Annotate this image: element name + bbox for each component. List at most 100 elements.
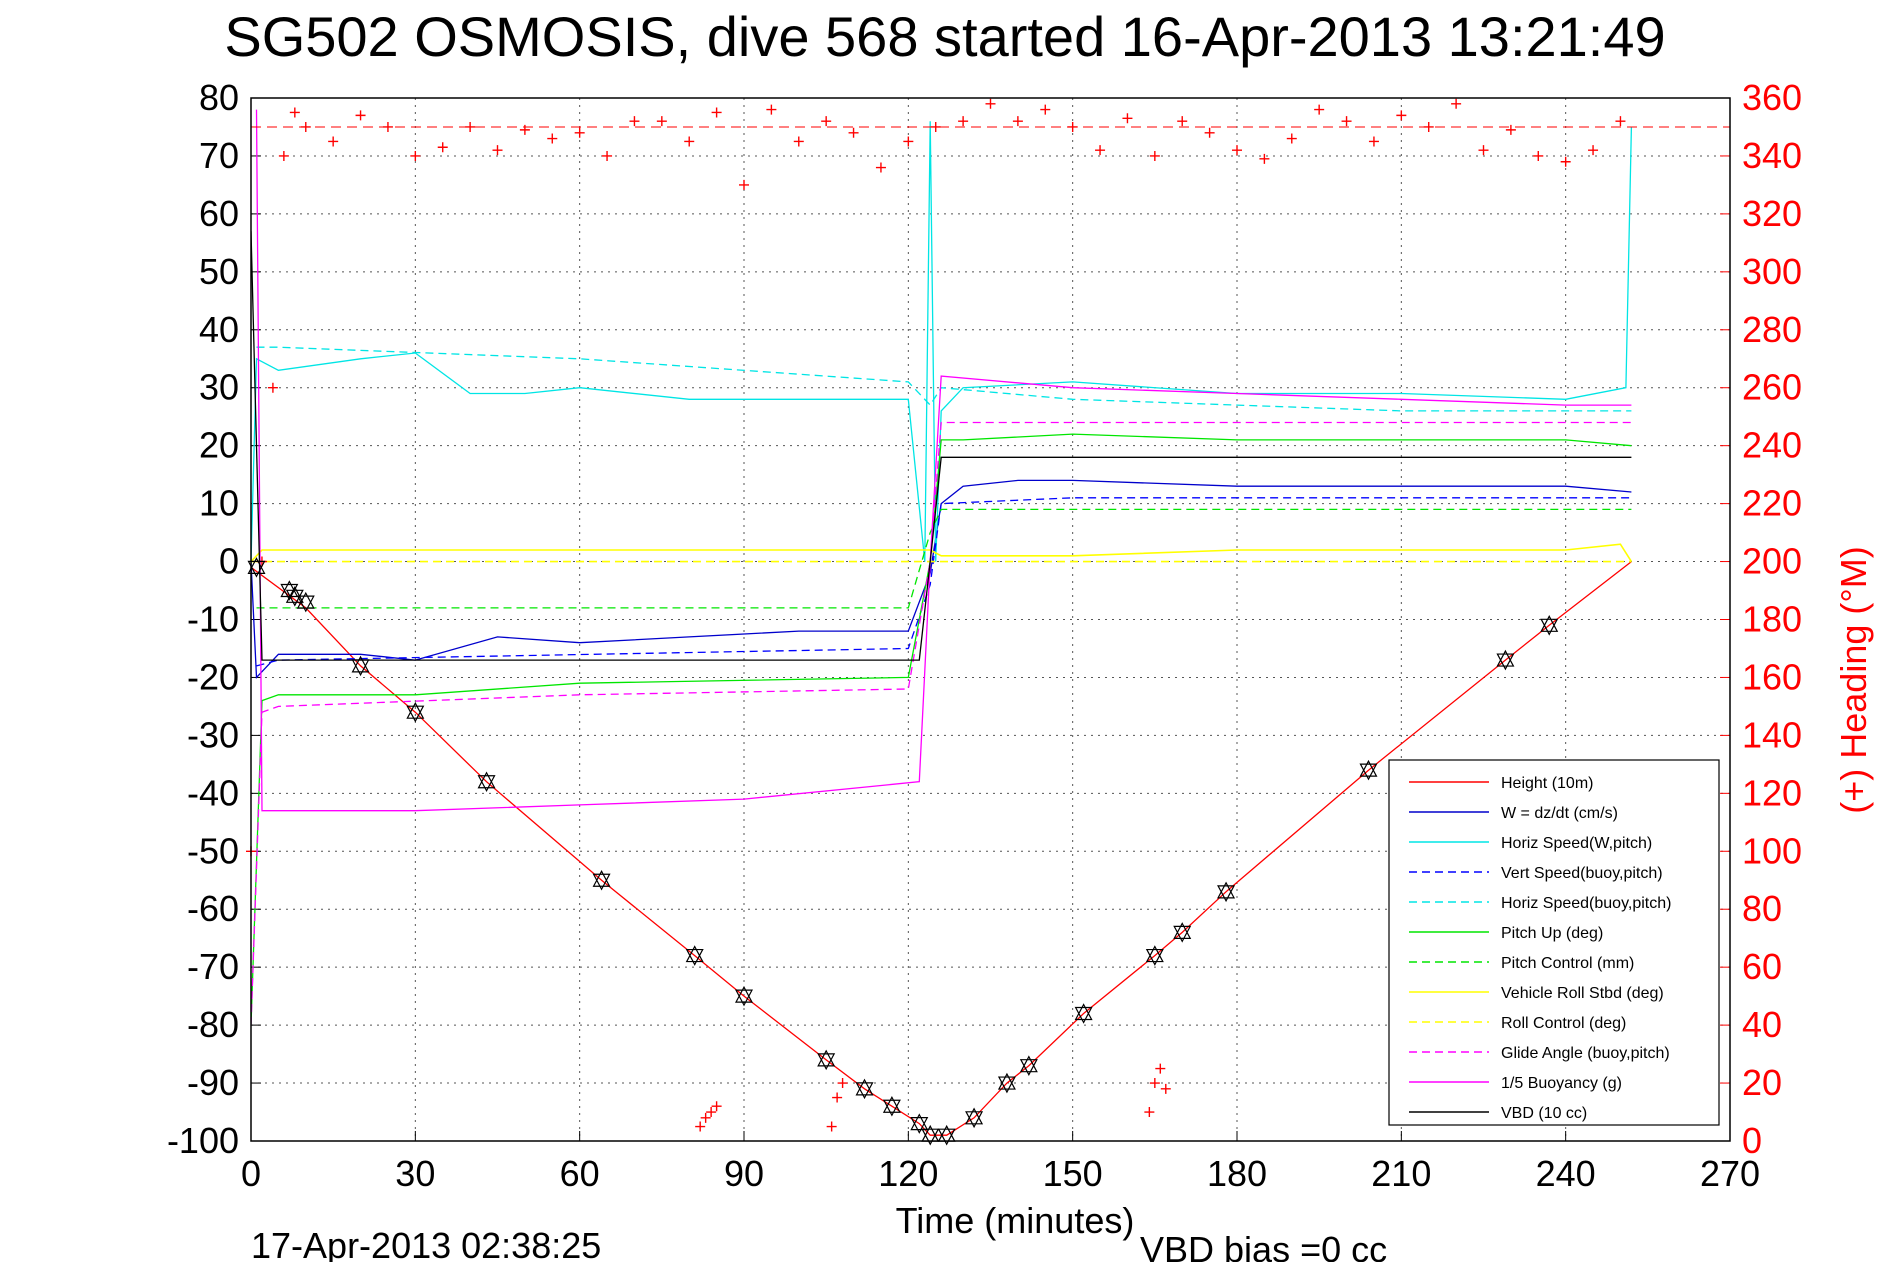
heading-point	[1423, 121, 1434, 132]
y-tick-label: -10	[187, 599, 239, 640]
heading-point	[1588, 145, 1599, 156]
heading-point	[1012, 116, 1023, 127]
y2-tick-label: 40	[1742, 1004, 1782, 1045]
heading-point	[1122, 113, 1133, 124]
x-tick-label: 180	[1207, 1153, 1267, 1194]
y-tick-label: -60	[187, 888, 239, 929]
depth-marker	[592, 869, 611, 891]
y-tick-label: -70	[187, 946, 239, 987]
heading-point	[695, 1121, 706, 1132]
series-line-2	[251, 121, 1633, 562]
heading-point	[739, 179, 749, 190]
y-tick-label: -30	[187, 714, 239, 755]
footer-vbd-bias: VBD bias =0 cc	[1140, 1229, 1387, 1262]
depth-marker	[1019, 1055, 1038, 1076]
x-tick-label: 210	[1371, 1153, 1431, 1194]
heading-point	[1040, 104, 1051, 115]
heading-point	[1615, 116, 1626, 127]
y-tick-label: 60	[199, 193, 239, 234]
series-line-0	[251, 561, 1632, 1136]
y-tick-label: 70	[199, 135, 239, 176]
heading-point	[1067, 121, 1078, 132]
legend-label: Vehicle Roll Stbd (deg)	[1501, 985, 1664, 1002]
x-tick-label: 60	[560, 1153, 600, 1194]
legend-label: W = dz/dt (cm/s)	[1501, 805, 1618, 822]
heading-point	[1341, 116, 1352, 127]
legend-label: Vert Speed(buoy,pitch)	[1501, 865, 1663, 882]
y2-tick-label: 360	[1742, 77, 1802, 118]
y-tick-label: 20	[199, 425, 239, 466]
y2-tick-label: 100	[1742, 830, 1802, 871]
chart-title: SG502 OSMOSIS, dive 568 started 16-Apr-2…	[224, 5, 1665, 68]
y-tick-label: 30	[199, 367, 239, 408]
heading-point	[1533, 150, 1544, 161]
heading-point	[465, 121, 476, 132]
legend-label: Height (10m)	[1501, 775, 1593, 792]
heading-point	[848, 127, 859, 138]
depth-marker	[855, 1078, 874, 1100]
x-tick-label: 120	[878, 1153, 938, 1194]
depth-marker	[817, 1049, 836, 1071]
y2-tick-label: 240	[1742, 425, 1802, 466]
x-tick-label: 0	[241, 1153, 261, 1194]
depth-marker	[296, 591, 315, 613]
legend-label: Pitch Control (mm)	[1501, 955, 1634, 972]
y-tick-label: 0	[219, 541, 239, 582]
heading-point	[832, 1092, 843, 1103]
heading-point	[1368, 136, 1379, 147]
depth-marker	[1074, 1003, 1093, 1024]
y-tick-label: 40	[199, 309, 239, 350]
y-tick-label: -100	[167, 1120, 239, 1161]
legend: Height (10m) W = dz/dt (cm/s) Horiz Speed(…	[1388, 759, 1720, 1126]
heading-point	[437, 142, 448, 153]
heading-point	[837, 1078, 848, 1089]
heading-point	[930, 121, 941, 132]
heading-point	[1155, 1063, 1166, 1074]
y-tick-label: 50	[199, 251, 239, 292]
heading-point	[958, 116, 969, 127]
y-tick-label: -40	[187, 772, 239, 813]
y2-tick-label: 340	[1742, 135, 1802, 176]
y2-tick-label: 260	[1742, 367, 1802, 408]
heading-point	[1286, 133, 1297, 144]
series-line-11	[251, 231, 1632, 661]
heading-point	[574, 127, 585, 138]
heading-point	[267, 382, 278, 393]
heading-point	[300, 121, 311, 132]
y-tick-label: -90	[187, 1062, 239, 1103]
x-axis-label: Time (minutes)	[896, 1200, 1135, 1241]
heading-point	[1259, 153, 1270, 164]
depth-marker	[1540, 615, 1559, 636]
y2-tick-label: 140	[1742, 714, 1802, 755]
heading-point	[1314, 104, 1325, 115]
y-tick-label: -50	[187, 830, 239, 871]
legend-label: Horiz Speed(W,pitch)	[1501, 835, 1652, 852]
legend-label: Pitch Up (deg)	[1501, 925, 1603, 942]
heading-point	[706, 1107, 717, 1118]
depth-marker	[1359, 759, 1378, 781]
y-tick-label: 80	[199, 77, 239, 118]
depth-marker	[477, 771, 496, 793]
depth-marker	[406, 701, 425, 723]
y-tick-label: 10	[199, 483, 239, 524]
depth-marker	[1145, 945, 1164, 966]
series-line-4	[256, 346, 1632, 412]
y2-tick-label: 220	[1742, 483, 1802, 524]
depth-marker	[997, 1072, 1016, 1094]
y2-tick-label: 200	[1742, 541, 1802, 582]
heading-point	[711, 107, 722, 118]
series-line-3	[256, 497, 1632, 667]
x-tick-label: 240	[1536, 1153, 1596, 1194]
x-tick-labels: 0 30 60 90 120 150 180 210 240 270	[241, 1153, 1760, 1194]
heading-point	[1204, 127, 1215, 138]
y2-tick-label: 160	[1742, 656, 1802, 697]
y2-tick-label: 280	[1742, 309, 1802, 350]
heading-point	[1232, 145, 1242, 156]
heading-point	[629, 116, 640, 127]
heading-point	[766, 104, 777, 115]
heading-point	[684, 136, 695, 147]
heading-point	[519, 124, 530, 135]
heading-point	[700, 1112, 711, 1123]
depth-marker	[685, 945, 704, 966]
heading-point	[711, 1101, 722, 1112]
